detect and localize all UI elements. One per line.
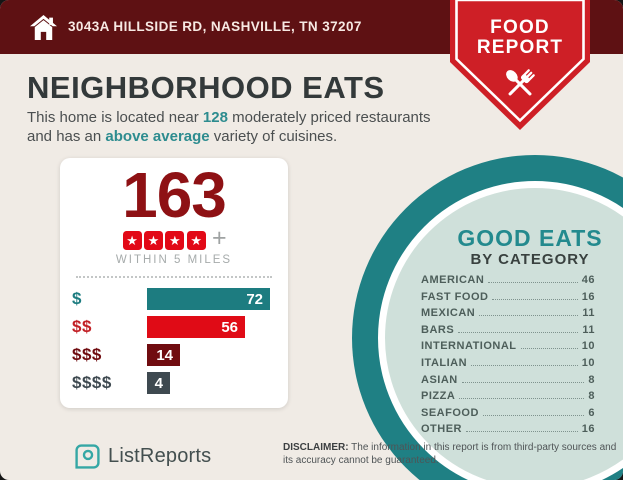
category-label: BARS xyxy=(421,323,455,336)
price-bar: 4 xyxy=(147,372,170,394)
summary-post: variety of cuisines. xyxy=(209,128,338,145)
dotted-leader xyxy=(466,431,578,433)
category-value: 46 xyxy=(581,274,595,286)
category-label: MEXICAN xyxy=(421,307,476,320)
category-row: MEXICAN 11 xyxy=(421,307,595,324)
summary-pre: This home is located near xyxy=(27,109,203,126)
category-value: 11 xyxy=(582,323,595,336)
category-row: BARS 11 xyxy=(421,324,595,341)
category-label: ASIAN xyxy=(421,373,458,386)
summary-text: This home is located near 128 moderately… xyxy=(27,108,437,146)
dotted-leader xyxy=(479,315,579,317)
price-bar-row: $$$$ 4 xyxy=(60,372,288,394)
dotted-leader xyxy=(458,331,579,333)
category-row: ITALIAN 10 xyxy=(421,357,595,374)
star-icon: ★ xyxy=(144,230,163,250)
good-eats-subtitle: BY CATEGORY xyxy=(470,251,590,268)
price-bar: 56 xyxy=(147,316,245,338)
category-label: ITALIAN xyxy=(421,356,468,369)
dotted-leader xyxy=(482,414,585,416)
category-label: PIZZA xyxy=(421,390,456,403)
category-value: 10 xyxy=(581,356,595,369)
category-value: 11 xyxy=(582,307,595,320)
price-bar-chart: $ 72 $$ 56 $$$ 14 xyxy=(60,288,288,394)
disclaimer: DISCLAIMER: The information in this repo… xyxy=(283,442,621,467)
category-label: INTERNATIONAL xyxy=(421,340,517,353)
star-icon: ★ xyxy=(165,230,185,250)
ribbon-title-line1: FOOD xyxy=(490,17,550,38)
category-label: AMERICAN xyxy=(421,274,485,286)
category-label: SEAFOOD xyxy=(421,406,479,419)
good-eats-title: GOOD EATS xyxy=(457,225,603,251)
category-label: OTHER xyxy=(421,423,462,436)
summary-mid: moderately priced restaurants and has an xyxy=(27,109,431,145)
food-report-badge: FOOD REPORT xyxy=(450,0,590,132)
price-bar: 14 xyxy=(147,344,180,366)
home-icon xyxy=(30,15,57,40)
category-value: 8 xyxy=(588,390,595,403)
price-bar-row: $$ 56 xyxy=(60,316,288,338)
listreports-brand: ListReports xyxy=(74,443,211,470)
price-tier-label: $ xyxy=(72,289,82,308)
category-value: 6 xyxy=(588,406,595,419)
dotted-leader xyxy=(520,348,578,350)
category-row: FAST FOOD 16 xyxy=(421,291,595,308)
price-tier-label: $$$$ xyxy=(72,373,112,392)
star-icon: ★ xyxy=(122,230,142,250)
price-bar-value: 72 xyxy=(246,290,263,308)
price-bar-row: $$$ 14 xyxy=(60,344,288,366)
category-value: 16 xyxy=(581,423,595,436)
rating-stars: ★ ★ ★ ★ + xyxy=(60,224,288,252)
category-value: 8 xyxy=(588,373,595,386)
listreports-logo-icon xyxy=(75,444,100,469)
crossed-spoon-fork-icon xyxy=(506,69,535,96)
price-tier-label: $$$ xyxy=(72,345,102,364)
price-bar-value: 4 xyxy=(154,374,163,392)
disclaimer-label: DISCLAIMER: xyxy=(283,442,349,453)
ribbon-title-line2: REPORT xyxy=(476,37,564,58)
radius-label: WITHIN 5 MILES xyxy=(115,254,233,266)
good-eats-circle: GOOD EATS BY CATEGORY AMERICAN 46 FAST F… xyxy=(378,181,623,480)
price-bar-row: $ 72 xyxy=(60,288,288,310)
dotted-leader xyxy=(459,398,585,400)
plus-sign: + xyxy=(211,224,227,252)
category-row: INTERNATIONAL 10 xyxy=(421,340,595,357)
dotted-leader xyxy=(461,381,585,383)
variety-highlight: above average xyxy=(105,128,210,145)
category-row: PIZZA 8 xyxy=(421,390,595,407)
stats-card: 163 ★ ★ ★ ★ + WITHIN 5 MILES $ 72 xyxy=(60,158,288,408)
price-tier-label: $$ xyxy=(72,317,92,336)
category-row: ASIAN 8 xyxy=(421,374,595,391)
disclaimer-text: The information in this report is from t… xyxy=(283,442,617,466)
dotted-leader xyxy=(488,282,578,283)
restaurant-count: 128 xyxy=(202,109,228,126)
category-row: SEAFOOD 6 xyxy=(421,407,595,424)
dotted-leader xyxy=(471,364,578,366)
dotted-divider xyxy=(76,276,272,278)
category-list: AMERICAN 46 FAST FOOD 16 MEXICAN 11 xyxy=(421,274,595,440)
price-bar-value: 14 xyxy=(156,346,173,364)
category-row: AMERICAN 46 xyxy=(421,274,595,291)
category-value: 16 xyxy=(581,290,595,303)
category-value: 10 xyxy=(581,340,595,353)
page-title: NEIGHBORHOOD EATS xyxy=(27,70,385,105)
ribbon-shape xyxy=(450,0,590,130)
star-icon: ★ xyxy=(186,230,206,250)
category-row: OTHER 16 xyxy=(421,423,595,440)
total-restaurants: 163 xyxy=(122,159,227,231)
price-bar-value: 56 xyxy=(221,318,238,336)
brand-name: ListReports xyxy=(108,445,212,467)
price-bar: 72 xyxy=(147,288,270,310)
property-address: 3043A HILLSIDE RD, NASHVILLE, TN 37207 xyxy=(68,19,362,34)
dotted-leader xyxy=(492,298,578,300)
category-label: FAST FOOD xyxy=(421,290,489,303)
